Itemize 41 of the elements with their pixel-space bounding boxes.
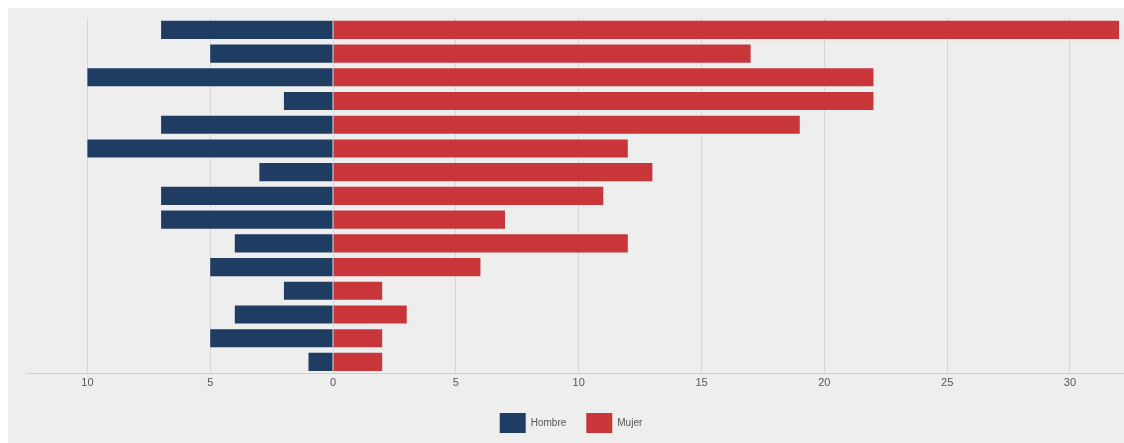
bar xyxy=(333,68,874,87)
bar xyxy=(333,281,383,300)
bar xyxy=(161,210,333,229)
bar xyxy=(333,115,800,134)
bar xyxy=(283,281,333,300)
bar xyxy=(161,20,333,39)
bar xyxy=(87,139,333,158)
x-tick-label: 10 xyxy=(572,376,585,389)
x-tick-label: 25 xyxy=(941,376,954,389)
bar xyxy=(333,20,1120,39)
bar xyxy=(210,44,333,63)
bar xyxy=(333,234,628,253)
bar xyxy=(283,91,333,111)
bar xyxy=(333,352,383,372)
bar xyxy=(308,352,333,372)
x-tick-label: 15 xyxy=(695,376,708,389)
legend-label: Hombre xyxy=(530,416,567,428)
bar xyxy=(161,186,333,205)
bar xyxy=(210,329,333,348)
legend-label: Mujer xyxy=(617,416,643,428)
x-tick-label: 30 xyxy=(1063,376,1077,389)
bar xyxy=(333,210,505,229)
bar xyxy=(210,257,333,277)
x-tick-label: 5 xyxy=(207,376,214,389)
bar xyxy=(333,257,481,277)
x-tick-label: 5 xyxy=(452,376,459,389)
bar xyxy=(333,91,874,111)
bar xyxy=(333,305,407,324)
bar xyxy=(234,234,333,253)
bar xyxy=(333,44,751,63)
bar xyxy=(259,163,333,182)
bar xyxy=(87,68,333,87)
bar xyxy=(234,305,333,324)
bar xyxy=(161,115,333,134)
bar xyxy=(333,139,628,158)
bar xyxy=(333,163,653,182)
bar xyxy=(333,329,383,348)
bar xyxy=(333,186,604,205)
x-tick-label: 0 xyxy=(329,376,337,389)
x-tick-label: 10 xyxy=(81,376,94,389)
x-tick-label: 20 xyxy=(818,376,831,389)
